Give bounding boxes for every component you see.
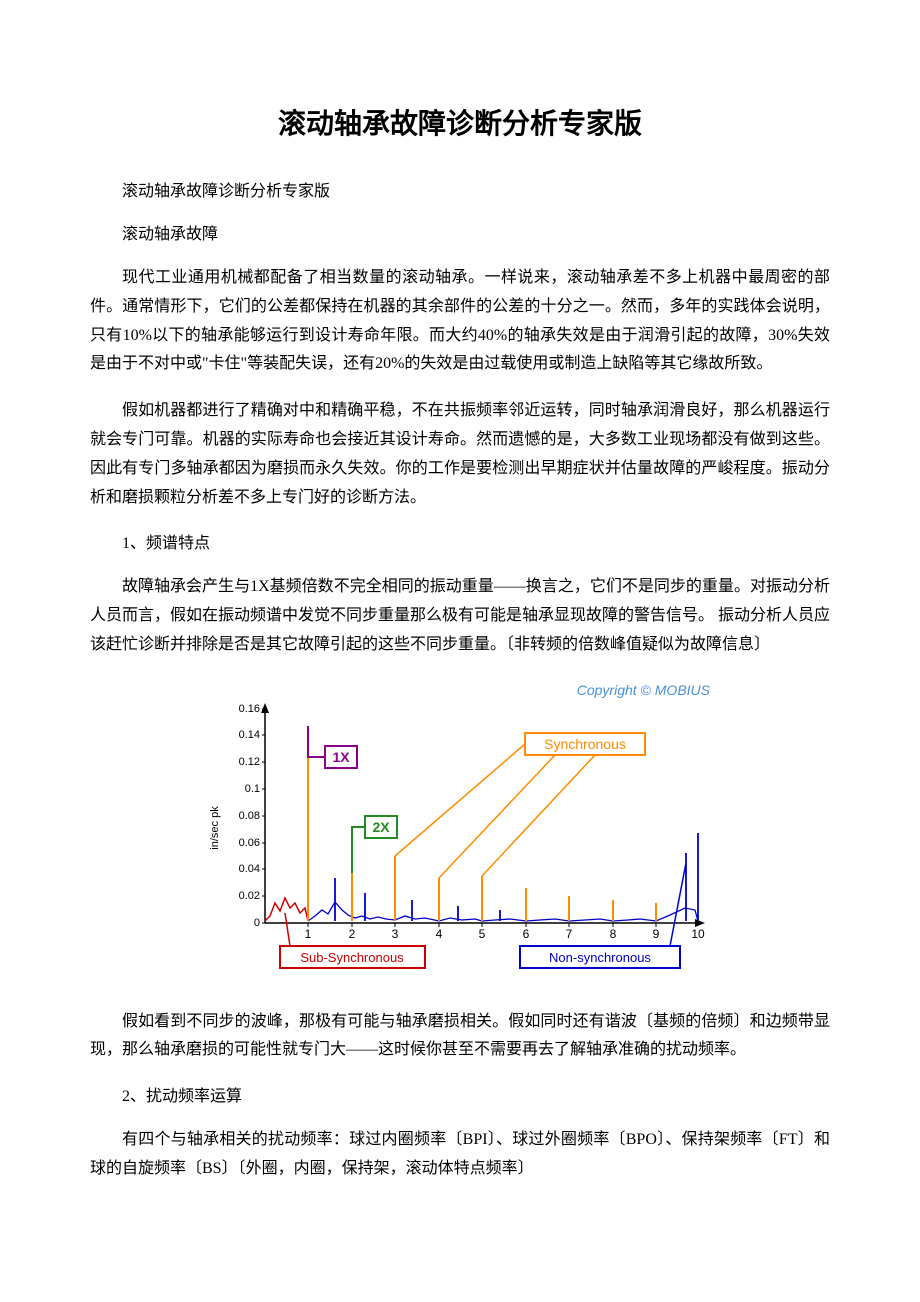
annotation-1x-leader: [308, 726, 325, 757]
xtick-2: 2: [349, 927, 356, 941]
ytick-7: 0.14: [239, 729, 260, 741]
ylabel: in/sec pk: [209, 805, 221, 849]
annotation-sync-leader-1: [395, 744, 525, 856]
ytick-4: 0.08: [239, 810, 260, 822]
ytick-5: 0.1: [245, 783, 260, 795]
nonsync-peaks: [335, 833, 698, 921]
xtick-10: 10: [691, 927, 705, 941]
xtick-7: 7: [566, 927, 573, 941]
annotation-1x-label: 1X: [332, 749, 350, 765]
paragraph-after-chart: 假如看到不同步的波峰，那极有可能与轴承磨损相关。假如同时还有谐波〔基频的倍频〕和…: [90, 1008, 830, 1066]
ytick-1: 0.02: [239, 890, 260, 902]
spectrum-chart: Copyright © MOBIUS 0 0.02 0.04 0.06 0.08…: [200, 678, 720, 978]
annotation-subsync-leader: [285, 913, 290, 946]
annotation-nonsync-leader: [670, 863, 686, 946]
xtick-5: 5: [479, 927, 486, 941]
subtitle-1: 滚动轴承故障诊断分析专家版: [90, 178, 830, 207]
paragraph-intro-1: 现代工业通用机械都配备了相当数量的滚动轴承。一样说来，滚动轴承差不多上机器中最周…: [90, 264, 830, 379]
annotation-2x-leader: [352, 827, 365, 873]
ytick-6: 0.12: [239, 756, 260, 768]
subtitle-2: 滚动轴承故障: [90, 221, 830, 250]
page-title: 滚动轴承故障诊断分析专家版: [90, 100, 830, 150]
paragraph-intro-2: 假如机器都进行了精确对中和精确平稳，不在共振频率邻近运转，同时轴承润滑良好，那么…: [90, 397, 830, 512]
ytick-0: 0: [254, 917, 260, 929]
chart-copyright: Copyright © MOBIUS: [577, 678, 710, 703]
xtick-1: 1: [305, 927, 312, 941]
ytick-2: 0.04: [239, 863, 260, 875]
section-heading-1: 1、频谱特点: [90, 530, 830, 559]
paragraph-freq: 有四个与轴承相关的扰动频率：球过内圈频率〔BPI〕、球过外圈频率〔BPO〕、保持…: [90, 1126, 830, 1184]
annotation-2x-label: 2X: [372, 819, 390, 835]
xtick-8: 8: [610, 927, 617, 941]
ytick-3: 0.06: [239, 837, 260, 849]
xtick-9: 9: [653, 927, 660, 941]
xtick-3: 3: [392, 927, 399, 941]
xtick-6: 6: [523, 927, 530, 941]
annotation-nonsync-label: Non-synchronous: [549, 950, 651, 965]
subsync-trace: [265, 898, 308, 921]
ytick-8: 0.16: [239, 703, 260, 715]
spectrum-chart-svg: 0 0.02 0.04 0.06 0.08 0.1 0.12 0.14 0.16…: [200, 678, 720, 978]
annotation-subsync-label: Sub-Synchronous: [300, 950, 404, 965]
xtick-4: 4: [436, 927, 443, 941]
spectrum-trace: [308, 902, 698, 921]
paragraph-spectrum: 故障轴承会产生与1X基频倍数不完全相同的振动重量——换言之，它们不是同步的重量。…: [90, 573, 830, 659]
section-heading-2: 2、扰动频率运算: [90, 1083, 830, 1112]
annotation-sync-label: Synchronous: [544, 736, 626, 752]
